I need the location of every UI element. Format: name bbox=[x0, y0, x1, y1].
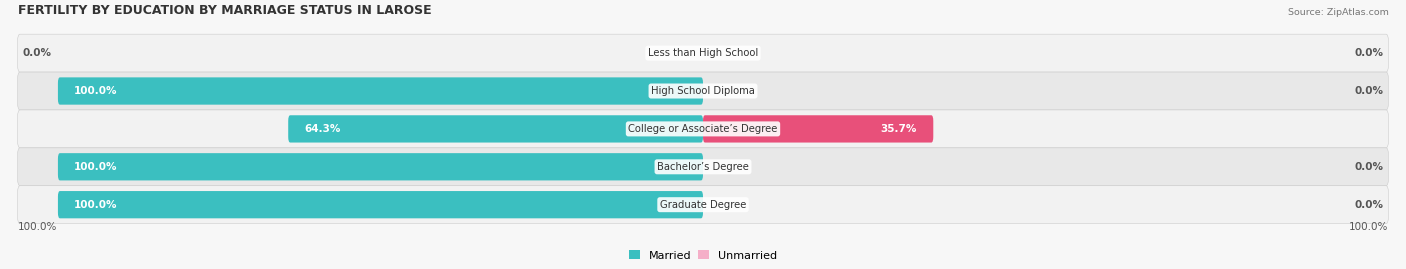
Text: 100.0%: 100.0% bbox=[75, 162, 118, 172]
FancyBboxPatch shape bbox=[18, 110, 1388, 148]
Text: 100.0%: 100.0% bbox=[1348, 222, 1388, 232]
Text: 0.0%: 0.0% bbox=[1355, 162, 1384, 172]
Legend: Married, Unmarried: Married, Unmarried bbox=[624, 246, 782, 265]
Text: 64.3%: 64.3% bbox=[304, 124, 340, 134]
FancyBboxPatch shape bbox=[288, 115, 703, 143]
Text: College or Associate’s Degree: College or Associate’s Degree bbox=[628, 124, 778, 134]
FancyBboxPatch shape bbox=[18, 72, 1388, 110]
Text: Bachelor’s Degree: Bachelor’s Degree bbox=[657, 162, 749, 172]
FancyBboxPatch shape bbox=[18, 186, 1388, 224]
Text: 0.0%: 0.0% bbox=[1355, 48, 1384, 58]
Text: 100.0%: 100.0% bbox=[18, 222, 58, 232]
Text: 0.0%: 0.0% bbox=[1355, 86, 1384, 96]
Text: Less than High School: Less than High School bbox=[648, 48, 758, 58]
Text: FERTILITY BY EDUCATION BY MARRIAGE STATUS IN LAROSE: FERTILITY BY EDUCATION BY MARRIAGE STATU… bbox=[18, 4, 432, 17]
FancyBboxPatch shape bbox=[18, 148, 1388, 186]
Text: Graduate Degree: Graduate Degree bbox=[659, 200, 747, 210]
FancyBboxPatch shape bbox=[58, 191, 703, 218]
FancyBboxPatch shape bbox=[58, 153, 703, 180]
FancyBboxPatch shape bbox=[703, 115, 934, 143]
FancyBboxPatch shape bbox=[58, 77, 703, 105]
Text: 100.0%: 100.0% bbox=[75, 200, 118, 210]
FancyBboxPatch shape bbox=[18, 34, 1388, 72]
Text: 0.0%: 0.0% bbox=[22, 48, 51, 58]
Text: 0.0%: 0.0% bbox=[1355, 200, 1384, 210]
Text: High School Diploma: High School Diploma bbox=[651, 86, 755, 96]
Text: 35.7%: 35.7% bbox=[880, 124, 917, 134]
Text: Source: ZipAtlas.com: Source: ZipAtlas.com bbox=[1288, 8, 1388, 17]
Text: 100.0%: 100.0% bbox=[75, 86, 118, 96]
